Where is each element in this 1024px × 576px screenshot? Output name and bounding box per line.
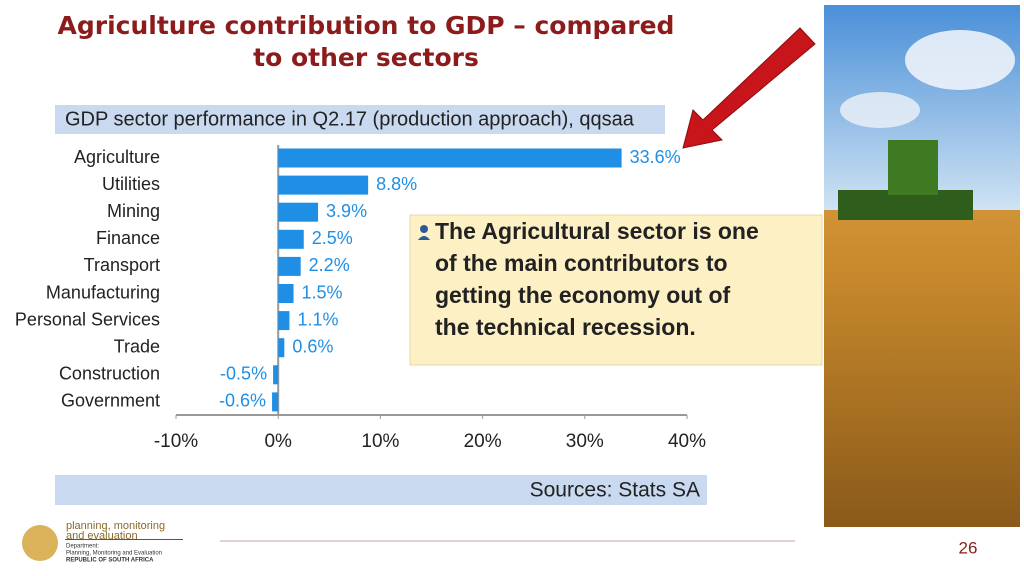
logo-rule xyxy=(65,539,183,540)
value-label: 0.6% xyxy=(292,336,333,356)
cloud xyxy=(905,30,1015,90)
bar xyxy=(278,175,369,195)
callout-box xyxy=(409,214,823,366)
chart-header xyxy=(55,105,665,134)
callout-text: the technical recession. xyxy=(435,314,696,340)
source-bar xyxy=(55,475,707,505)
category-label: Trade xyxy=(114,336,160,356)
category-label: Agriculture xyxy=(74,147,160,167)
value-label: 2.5% xyxy=(312,228,353,248)
x-tick-label: 20% xyxy=(464,431,502,452)
arrow xyxy=(682,27,816,149)
category-label: Manufacturing xyxy=(46,282,160,302)
slide-title: Agriculture contribution to GDP – compar… xyxy=(58,11,675,40)
logo-name: and evaluation xyxy=(66,530,138,542)
page-number: 26 xyxy=(959,538,978,557)
source: Sources: Stats SA xyxy=(530,479,700,502)
logo-dept: Planning, Monitoring and Evaluation xyxy=(66,551,162,557)
bar xyxy=(278,229,304,249)
bar xyxy=(278,148,622,168)
x-tick-label: 30% xyxy=(566,431,604,452)
value-label: 33.6% xyxy=(630,147,681,167)
value-label: -0.5% xyxy=(220,364,267,384)
x-tick-label: -10% xyxy=(154,431,198,452)
bar xyxy=(278,311,290,331)
value-label: 1.5% xyxy=(302,282,343,302)
bar xyxy=(272,392,279,412)
value-label: 3.9% xyxy=(326,201,367,221)
value-label: 1.1% xyxy=(297,309,338,329)
callout-text: of the main contributors to xyxy=(435,250,728,276)
bar xyxy=(278,202,319,222)
value-label: 2.2% xyxy=(309,255,350,275)
slide-title: to other sectors xyxy=(253,43,479,72)
bullet-icon xyxy=(420,225,428,233)
x-tick-label: 40% xyxy=(668,431,706,452)
callout-text: The Agricultural sector is one xyxy=(435,218,759,244)
bullet-icon xyxy=(418,236,430,240)
category-label: Transport xyxy=(84,255,160,275)
category-label: Personal Services xyxy=(15,309,160,329)
category-label: Government xyxy=(61,391,160,411)
bar xyxy=(273,365,279,385)
logo-emblem xyxy=(22,525,58,561)
category-label: Finance xyxy=(96,228,160,248)
value-label: -0.6% xyxy=(219,391,266,411)
chart-title: GDP sector performance in Q2.17 (product… xyxy=(65,108,635,130)
logo-name: planning, monitoring xyxy=(66,520,165,532)
cloud xyxy=(840,92,920,128)
x-tick-label: 0% xyxy=(264,431,292,452)
bar xyxy=(278,256,301,276)
logo-dept: REPUBLIC OF SOUTH AFRICA xyxy=(66,558,154,564)
bar xyxy=(278,338,285,358)
callout-text: getting the economy out of xyxy=(435,282,730,308)
category-label: Utilities xyxy=(102,174,160,194)
bar xyxy=(278,284,294,303)
harvester-cab xyxy=(888,140,938,195)
logo-dept: Department: xyxy=(66,544,99,550)
category-label: Mining xyxy=(107,201,160,221)
x-tick-label: 10% xyxy=(361,431,399,452)
category-label: Construction xyxy=(59,364,160,384)
value-label: 8.8% xyxy=(376,174,417,194)
